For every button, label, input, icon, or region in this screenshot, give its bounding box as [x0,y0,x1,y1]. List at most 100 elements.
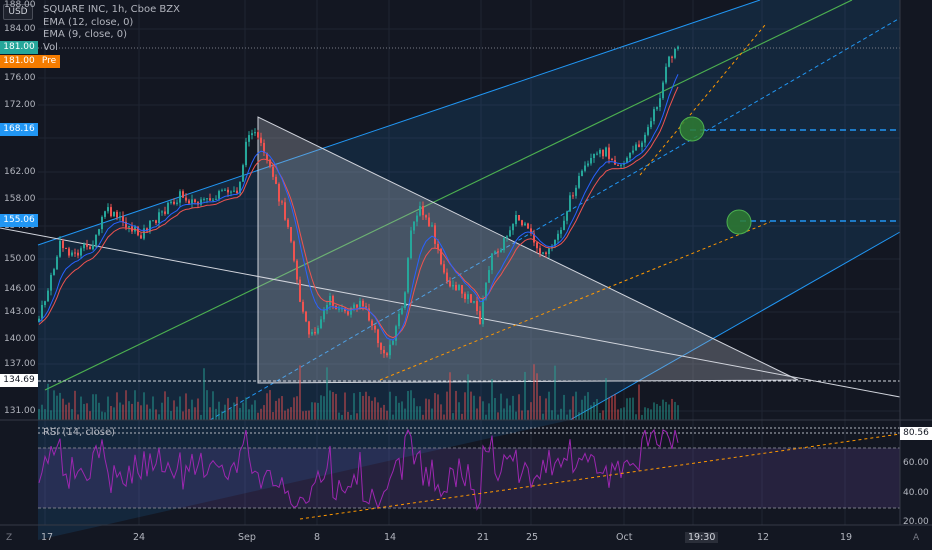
candlesticks[interactable] [38,45,679,359]
channel-mid-dashed-line[interactable] [209,17,901,421]
channel-lower-line[interactable] [569,231,901,421]
volume-bar [320,395,322,420]
candle-body [539,248,541,254]
volume-bar [350,414,352,420]
volume-bar [419,406,421,420]
green-trend-line[interactable] [44,0,853,391]
candle-body [638,144,640,147]
volume-bar [323,396,325,420]
symbol-title[interactable]: SQUARE INC, 1h, Cboe BZX [43,4,180,15]
channel-upper-line[interactable] [37,0,761,246]
volume-bar [536,373,538,420]
rsi-legend[interactable]: RSI (14, close) [43,427,116,438]
auto-scale-button[interactable]: A [913,533,920,543]
candle-body [644,134,646,143]
candle-body [500,250,502,253]
ema-9-line[interactable] [38,74,679,341]
volume-bar [191,399,193,420]
time-label: 19 [840,532,853,543]
volume-bar [248,409,250,420]
candle-body [200,199,202,205]
volume-bar [644,407,646,420]
volume-bar [173,400,175,420]
volume-legend[interactable]: Vol [43,41,58,53]
candle-body [209,198,211,201]
candle-body [182,191,184,198]
level-tag-134[interactable]: 134.69 [0,374,38,387]
volume-bar [134,390,136,420]
pre-price-tag[interactable]: 181.00 [0,55,38,68]
volume-bar [266,393,268,420]
ema12-legend[interactable]: EMA (12, close, 0) [43,16,134,28]
volume-bar [212,391,214,420]
volume-bar [227,398,229,420]
candle-body [377,329,379,344]
volume-bar [71,409,73,420]
volume-bar [95,394,97,420]
volume-bar [662,399,664,420]
candle-body [380,343,382,350]
time-label: 21 [477,532,490,543]
candle-body [533,233,535,243]
candle-body [311,331,313,335]
price-label: 172.00 [4,100,36,110]
candle-body [194,199,196,203]
volume-bar [290,407,292,420]
volume-bar [260,408,262,420]
zoom-icon[interactable]: Z [6,533,13,543]
candle-body [371,320,373,326]
candle-body [236,190,238,194]
candle-body [290,226,292,242]
candle-body [479,311,481,325]
last-price-tag[interactable]: 181.00 [0,41,38,54]
candle-body [152,220,154,222]
candle-body [317,328,319,334]
target-circle-2[interactable] [726,209,752,235]
volume-bar [242,402,244,420]
candle-body [299,279,301,302]
orange-dashed-line-1[interactable] [379,221,771,381]
candle-body [272,166,274,177]
volume-bar [236,396,238,420]
volume-bar [119,402,121,420]
candle-body [257,132,259,138]
candle-body [470,294,472,303]
orange-dashed-line-2[interactable] [639,24,766,176]
price-label: 137.00 [4,359,36,369]
wedge-lower-line[interactable] [0,227,901,398]
currency-label[interactable]: USD [3,4,33,20]
volume-bar [635,414,637,420]
volume-bar [482,401,484,420]
candle-body [629,152,631,158]
price-label: 150.00 [4,254,36,264]
candle-body [437,243,439,250]
volume-bar [509,405,511,420]
volume-bar [176,406,178,420]
level-tag-155[interactable]: 155.06 [0,214,38,227]
candle-body [62,240,64,249]
volume-bar [422,414,424,420]
candle-body [464,293,466,299]
ema9-legend[interactable]: EMA (9, close, 0) [43,29,127,40]
candle-body [401,308,403,314]
volume-bar [596,399,598,420]
level-tag-168[interactable]: 168.16 [0,123,38,136]
volume-bar [263,405,265,420]
rsi-line[interactable] [38,428,679,511]
candle-body [104,211,106,217]
rsi-trend-dashed[interactable] [299,433,901,520]
volume-bar [65,404,67,420]
candle-body [506,236,508,238]
candle-body [230,191,232,193]
volume-bar [341,414,343,420]
candle-body [179,191,181,203]
volume-bar [494,398,496,420]
candle-body [356,304,358,308]
volume-bar [53,390,55,420]
volume-bar [650,409,652,420]
volume-bar [626,398,628,420]
volume-bar [605,378,607,420]
target-circle-1[interactable] [679,116,705,142]
volume-bar [158,414,160,420]
